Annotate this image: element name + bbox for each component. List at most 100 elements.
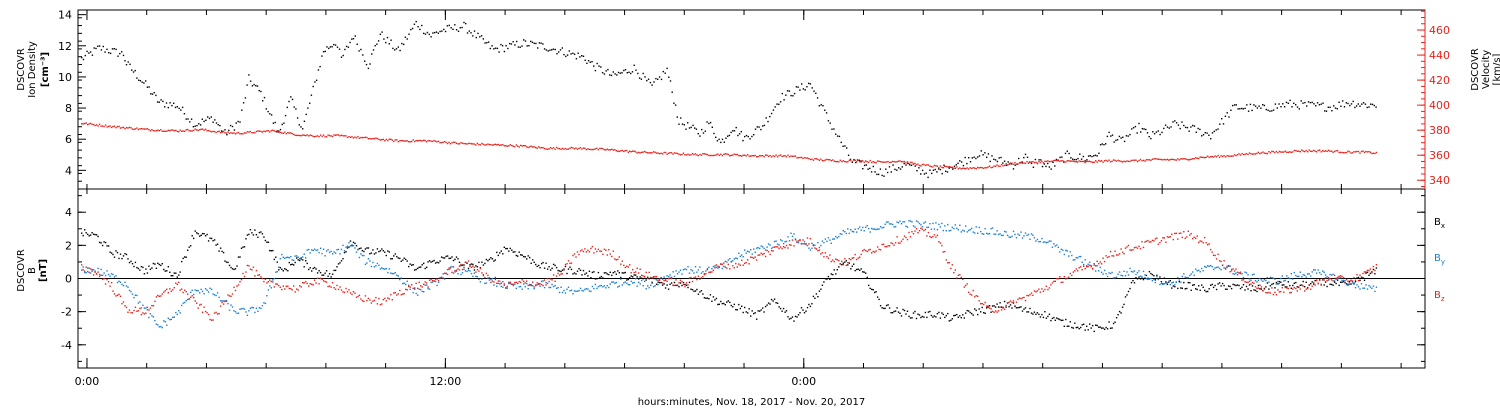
bz-point [526, 280, 528, 282]
velocity-point [1314, 150, 1316, 152]
bz-point [579, 250, 582, 252]
velocity-point [464, 143, 467, 145]
density-point [167, 106, 169, 109]
density-point [171, 104, 173, 107]
top-right-tick-label: 440 [1429, 49, 1450, 62]
density-point [738, 133, 741, 135]
velocity-point [718, 154, 720, 157]
bz-point [116, 294, 119, 296]
velocity-point [1117, 159, 1119, 162]
bx-point [994, 306, 997, 308]
velocity-point [1118, 160, 1121, 162]
bx-point [1126, 294, 1128, 296]
by-point [488, 279, 491, 281]
bz-point [1280, 290, 1282, 293]
density-point [894, 168, 896, 171]
velocity-point [331, 135, 334, 138]
bz-point [1018, 297, 1021, 299]
bz-point [1024, 299, 1027, 302]
velocity-point [621, 149, 623, 152]
bx-point [328, 273, 331, 275]
bz-point [491, 280, 494, 282]
density-point [690, 126, 692, 129]
bz-point [520, 281, 522, 283]
bz-point [851, 257, 853, 259]
by-point [564, 292, 567, 294]
density-point [84, 54, 86, 57]
velocity-point [157, 129, 159, 131]
density-point [640, 78, 643, 80]
by-point [990, 228, 992, 230]
bz-point [986, 305, 988, 307]
velocity-point [654, 151, 656, 153]
velocity-point [330, 135, 332, 137]
bx-point [924, 311, 927, 314]
by-point [325, 250, 328, 252]
by-point [1120, 274, 1122, 277]
by-point [116, 281, 119, 284]
bx-point [1277, 283, 1279, 285]
bz-point [567, 260, 570, 262]
bx-point [1339, 281, 1342, 283]
bx-point [509, 247, 511, 250]
density-point [545, 49, 548, 51]
bz-point [494, 276, 496, 279]
by-point [227, 302, 229, 305]
velocity-point [321, 135, 323, 138]
by-point [1005, 231, 1007, 233]
density-point [605, 70, 607, 72]
density-point [141, 81, 143, 83]
by-point [306, 249, 308, 251]
by-point [1344, 280, 1346, 282]
bz-point [349, 292, 352, 294]
density-point [143, 82, 145, 84]
bz-point [345, 287, 347, 290]
bz-point [968, 291, 970, 293]
density-point [701, 128, 703, 131]
bx-point [1036, 312, 1039, 314]
density-point [1246, 104, 1248, 106]
density-point [1163, 127, 1165, 130]
density-point [295, 108, 297, 110]
velocity-point [439, 142, 441, 144]
bx-point [514, 251, 516, 253]
velocity-point [278, 131, 280, 133]
bx-point [490, 257, 492, 259]
bz-point [1123, 253, 1125, 255]
density-point [459, 27, 461, 29]
by-point [1056, 244, 1058, 246]
velocity-point [293, 133, 295, 136]
velocity-point [91, 123, 93, 126]
bz-point [270, 280, 272, 283]
velocity-point [266, 130, 268, 132]
velocity-point [1347, 150, 1349, 152]
bx-point [1217, 283, 1219, 285]
by-point [1048, 240, 1051, 242]
bz-point [311, 283, 313, 285]
bz-point [685, 282, 688, 284]
bx-point [246, 234, 249, 236]
bx-point [993, 305, 995, 307]
density-point [816, 97, 819, 99]
bx-point [1359, 279, 1361, 282]
bx-point [903, 309, 906, 312]
velocity-point [1089, 160, 1091, 162]
bz-point [760, 252, 762, 254]
bx-point [1127, 290, 1130, 293]
bx-point [751, 310, 753, 312]
density-point [500, 43, 502, 46]
bz-point [166, 288, 168, 290]
density-point [929, 169, 931, 171]
bx-point [530, 262, 532, 264]
bx-point [315, 268, 317, 270]
bz-point [161, 293, 163, 295]
bx-point [549, 269, 552, 271]
bz-point [200, 303, 202, 306]
density-point [704, 130, 706, 132]
bx-point [1335, 282, 1337, 285]
density-point [465, 22, 467, 25]
bz-point [703, 274, 706, 276]
density-point [1352, 100, 1354, 103]
velocity-point [711, 154, 713, 157]
velocity-point [1030, 161, 1033, 163]
